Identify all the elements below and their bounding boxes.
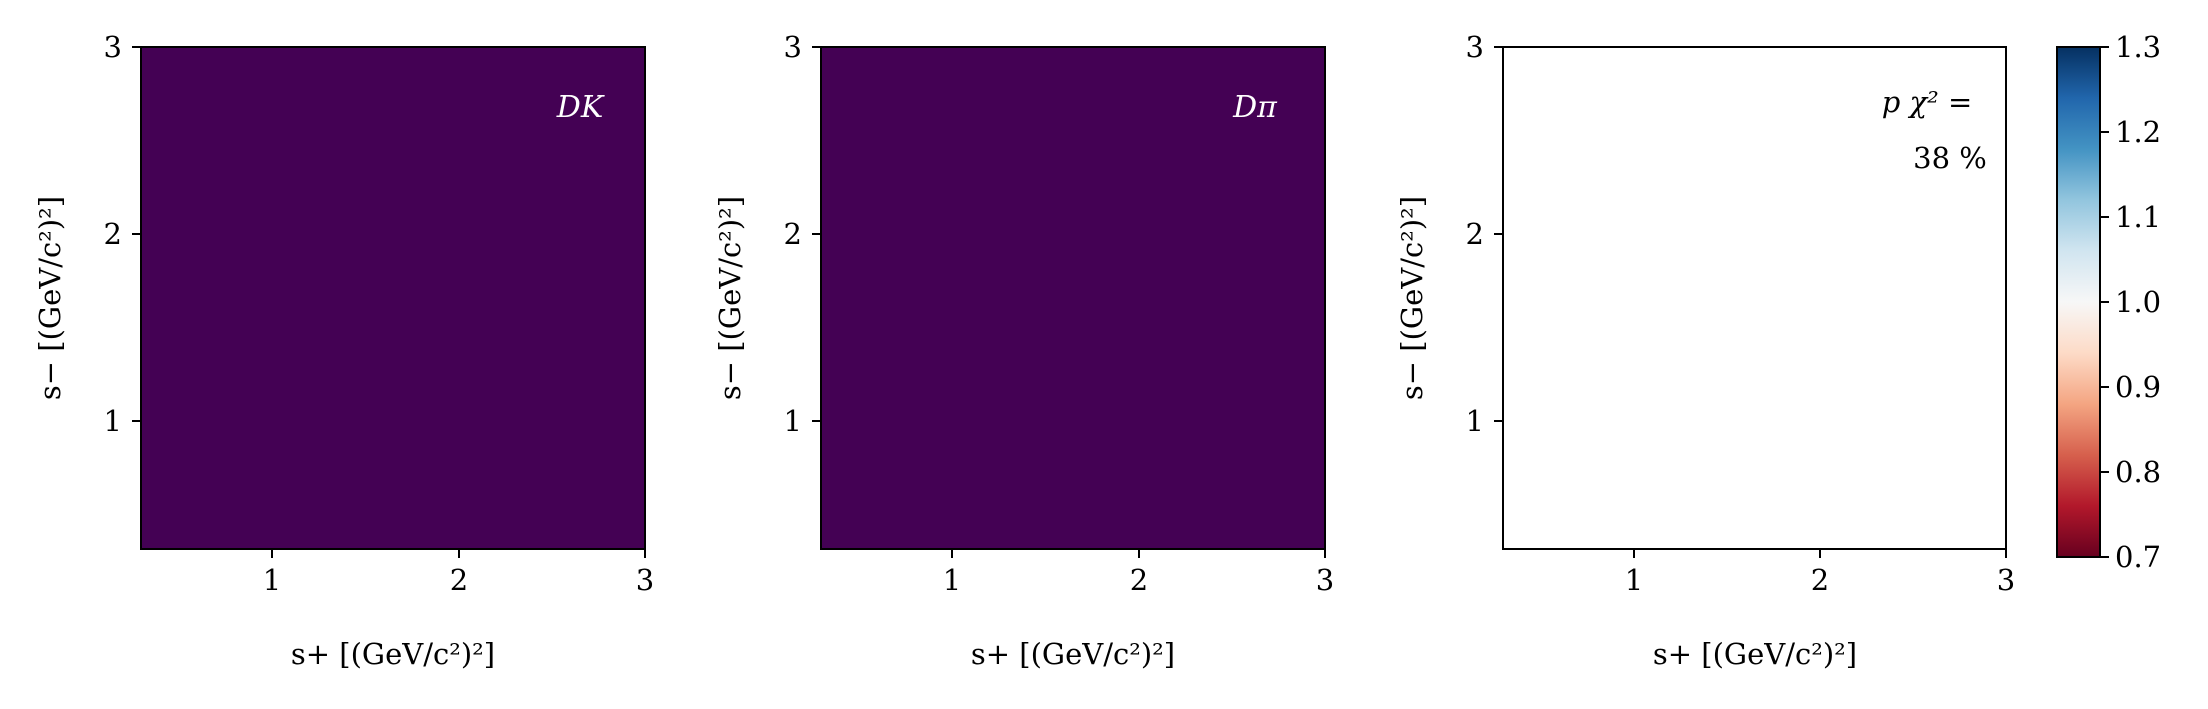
y-axis-label: s− [(GeV/c²)²] xyxy=(1395,196,1429,400)
heatmap-background xyxy=(141,47,645,549)
p-value-label-line2: 38 % xyxy=(1913,141,1987,175)
x-tick-label: 2 xyxy=(1130,563,1148,597)
y-tick-label: 3 xyxy=(104,30,122,64)
y-tick-label: 2 xyxy=(784,217,802,251)
y-tick-label: 3 xyxy=(1466,30,1484,64)
panel-dpi: Dπ 1 2 3 1 2 3 s+ [(GeV/c²)²] s− [(GeV/c… xyxy=(713,30,1334,671)
plot-frame xyxy=(1502,46,2007,550)
x-tick-label: 1 xyxy=(263,563,281,597)
x-tick-label: 2 xyxy=(1811,563,1829,597)
y-axis-label: s− [(GeV/c²)²] xyxy=(33,196,67,400)
x-ticks: 1 2 3 xyxy=(943,549,1334,597)
y-tick-label: 3 xyxy=(784,30,802,64)
y-ticks: 1 2 3 xyxy=(104,30,141,438)
x-tick-label: 3 xyxy=(636,563,654,597)
x-axis-label: s+ [(GeV/c²)²] xyxy=(1653,637,1857,671)
colorbar-tick-label: 1.2 xyxy=(2115,115,2161,149)
colorbar: 1.3 1.2 1.1 1.0 0.9 0.8 0.7 xyxy=(2056,30,2161,574)
colorbar-ticks: 1.3 1.2 1.1 1.0 0.9 0.8 0.7 xyxy=(2100,30,2161,574)
plot-frame xyxy=(140,46,646,550)
x-axis-label: s+ [(GeV/c²)²] xyxy=(971,637,1175,671)
plot-frame xyxy=(820,46,1326,550)
x-tick-label: 3 xyxy=(1997,563,2015,597)
x-tick-label: 1 xyxy=(943,563,961,597)
panel-ratio: p χ² = 38 % 1 2 3 1 2 3 s+ [(GeV/c²)²] s… xyxy=(1395,30,2015,671)
y-tick-label: 2 xyxy=(104,217,122,251)
p-value-label-line1: p χ² = xyxy=(1882,85,1973,119)
colorbar-tick-label: 0.7 xyxy=(2115,540,2161,574)
x-tick-label: 1 xyxy=(1625,563,1643,597)
x-tick-label: 3 xyxy=(1316,563,1334,597)
x-tick-label: 2 xyxy=(450,563,468,597)
colorbar-tick-label: 1.1 xyxy=(2115,200,2161,234)
y-tick-label: 1 xyxy=(104,404,122,438)
heatmap-background xyxy=(821,47,1325,549)
y-tick-label: 1 xyxy=(784,404,802,438)
panel-dk: DK 1 2 3 1 2 3 s+ [(GeV/c²)²] s− [(GeV/c… xyxy=(33,30,654,671)
y-ticks: 1 2 3 xyxy=(1466,30,1503,438)
x-ticks: 1 2 3 xyxy=(1625,549,2015,597)
y-tick-label: 1 xyxy=(1466,404,1484,438)
x-axis-label: s+ [(GeV/c²)²] xyxy=(291,637,495,671)
colorbar-gradient xyxy=(2056,46,2101,558)
y-ticks: 1 2 3 xyxy=(784,30,821,438)
heatmap-cells-dk xyxy=(141,47,645,549)
colorbar-tick-label: 1.0 xyxy=(2115,285,2161,319)
y-axis-label: s− [(GeV/c²)²] xyxy=(713,196,747,400)
colorbar-tick-label: 0.8 xyxy=(2115,455,2161,489)
heatmap-cells-dpi xyxy=(821,47,1325,549)
y-tick-label: 2 xyxy=(1466,217,1484,251)
x-ticks: 1 2 3 xyxy=(263,549,654,597)
panel-label-dpi: Dπ xyxy=(1232,90,1278,125)
colorbar-tick-label: 1.3 xyxy=(2115,30,2161,64)
panel-label-dk: DK xyxy=(556,90,605,125)
colorbar-tick-label: 0.9 xyxy=(2115,370,2161,404)
